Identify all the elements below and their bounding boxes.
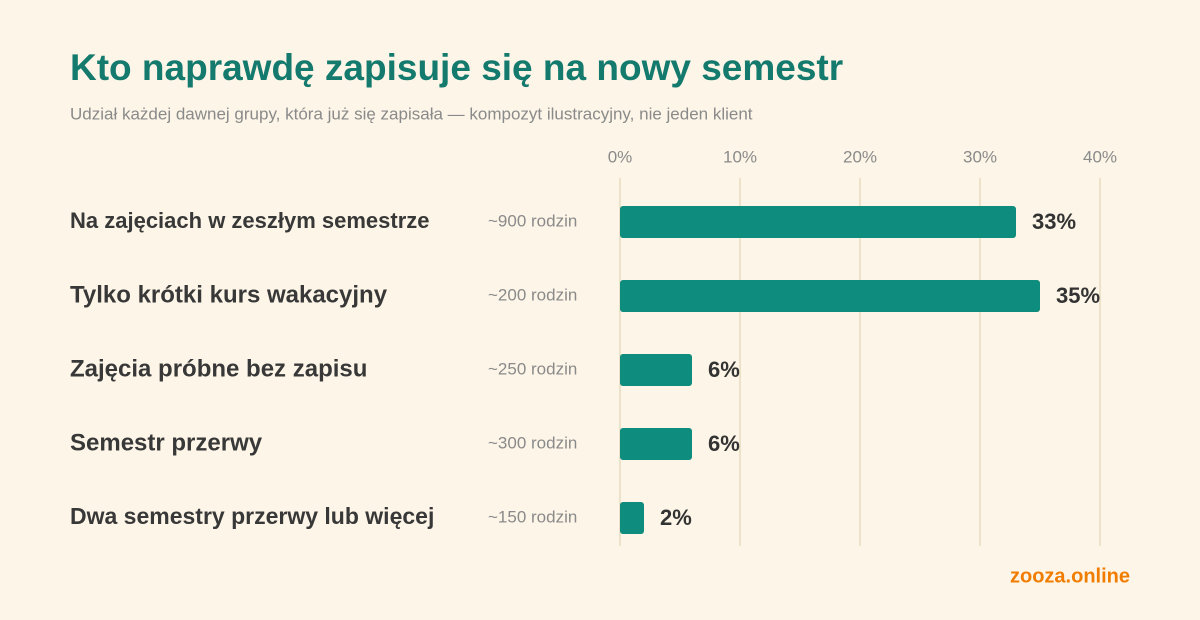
x-tick-label: 30% <box>963 147 997 166</box>
category-label: Dwa semestry przerwy lub więcej <box>70 503 434 529</box>
row-note: ~150 rodzin <box>488 507 577 526</box>
category-label: Semestr przerwy <box>70 429 263 456</box>
x-tick-label: 0% <box>608 147 633 166</box>
category-label: Zajęcia próbne bez zapisu <box>70 355 367 382</box>
bar <box>620 206 1016 238</box>
row-note: ~300 rodzin <box>488 433 577 452</box>
bar <box>620 502 644 534</box>
row-note: ~200 rodzin <box>488 285 577 304</box>
brand: zooza.online <box>1010 565 1130 587</box>
x-tick-label: 20% <box>843 147 877 166</box>
row-note: ~900 rodzin <box>488 211 577 230</box>
bar <box>620 280 1040 312</box>
value-label: 6% <box>708 431 740 456</box>
chart-subtitle: Udział każdej dawnej grupy, która już si… <box>70 104 753 123</box>
value-label: 2% <box>660 505 692 530</box>
x-tick-label: 10% <box>723 147 757 166</box>
row-note: ~250 rodzin <box>488 359 577 378</box>
chart-title: Kto naprawdę zapisuje się na nowy semest… <box>70 47 843 88</box>
bar <box>620 354 692 386</box>
category-label: Tylko krótki kurs wakacyjny <box>70 281 388 308</box>
category-label: Na zajęciach w zeszłym semestrze <box>70 208 430 233</box>
bar <box>620 428 692 460</box>
value-label: 35% <box>1056 283 1100 308</box>
value-label: 6% <box>708 357 740 382</box>
value-label: 33% <box>1032 209 1076 234</box>
x-tick-label: 40% <box>1083 147 1117 166</box>
